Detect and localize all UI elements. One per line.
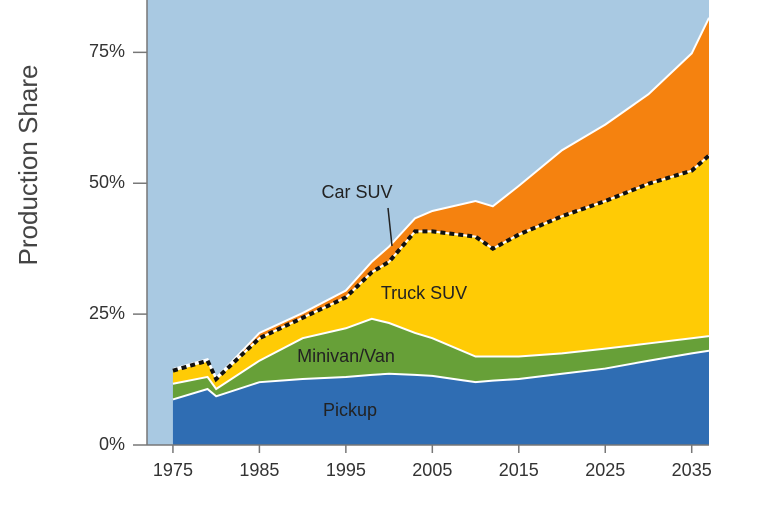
y-tick-label: 25%	[89, 303, 125, 323]
plot-area	[147, 0, 709, 445]
area	[172, 350, 709, 445]
x-tick-label: 1985	[239, 460, 279, 480]
truck-total-line	[172, 153, 709, 383]
series-label: Minivan/Van	[297, 346, 395, 366]
y-tick-label: 75%	[89, 41, 125, 61]
area	[172, 318, 709, 400]
annotation-pointer	[387, 207, 393, 247]
y-tick-label: 0%	[99, 434, 125, 454]
x-tick-label: 2015	[499, 460, 539, 480]
area-edge	[172, 17, 709, 380]
x-tick-label: 1975	[153, 460, 193, 480]
x-tick-label: 2035	[672, 460, 712, 480]
x-tick-label: 2005	[412, 460, 452, 480]
area-edge	[172, 349, 709, 401]
series-label: Pickup	[323, 400, 377, 420]
area	[172, 17, 709, 380]
area-edge	[172, 317, 709, 391]
y-axis-title: Production Share	[13, 65, 43, 266]
x-tick-label: 1995	[326, 460, 366, 480]
series-label: Truck SUV	[381, 283, 467, 303]
series-label: Car SUV	[321, 182, 392, 202]
y-tick-label: 50%	[89, 172, 125, 192]
x-tick-label: 2025	[585, 460, 625, 480]
area	[172, 155, 709, 389]
